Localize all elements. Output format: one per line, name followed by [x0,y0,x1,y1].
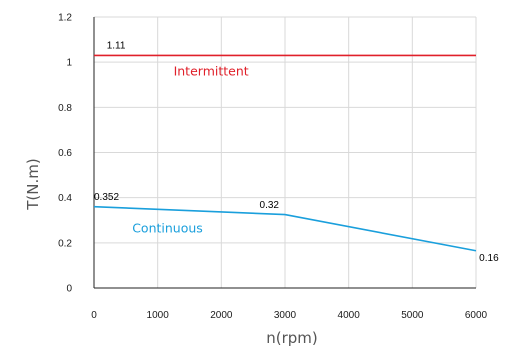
series-label-intermittent: Intermittent [174,64,249,79]
data-annotations: 1.11 0.352 0.32 0.16 [94,41,499,264]
x-tick-label: 1000 [147,310,170,321]
series-lines [93,54,477,252]
axes [93,17,476,289]
x-tick-label: 0 [91,310,97,321]
x-tick-label: 4000 [338,310,361,321]
y-tick-label: 1.2 [58,13,72,24]
y-tick-label: 0.4 [58,193,72,204]
data-label: 0.16 [479,253,499,264]
data-label: 1.11 [107,41,126,52]
x-tick-label: 3000 [274,310,297,321]
data-label: 0.352 [94,192,119,203]
y-axis-label: T(N.m) [24,158,42,210]
x-tick-label: 6000 [465,310,488,321]
y-tick-label: 1 [66,58,72,69]
y-tick-label: 0.2 [58,238,72,249]
grid-lines [94,16,477,288]
x-axis-label: n(rpm) [266,329,318,347]
series-label-continuous: Continuous [132,221,203,236]
x-tick-label: 2000 [210,310,233,321]
data-label: 0.32 [260,200,280,211]
y-tick-label: 0.6 [58,148,72,159]
x-tick-label: 5000 [401,310,424,321]
y-tick-labels: 0 0.2 0.4 0.6 0.8 1 1.2 [58,13,72,295]
x-tick-labels: 0 1000 2000 3000 4000 5000 6000 [91,310,487,321]
y-tick-label: 0.8 [58,103,72,114]
series-labels: Intermittent Continuous [132,64,249,236]
series-line-continuous [93,205,477,252]
y-tick-label: 0 [66,284,72,295]
